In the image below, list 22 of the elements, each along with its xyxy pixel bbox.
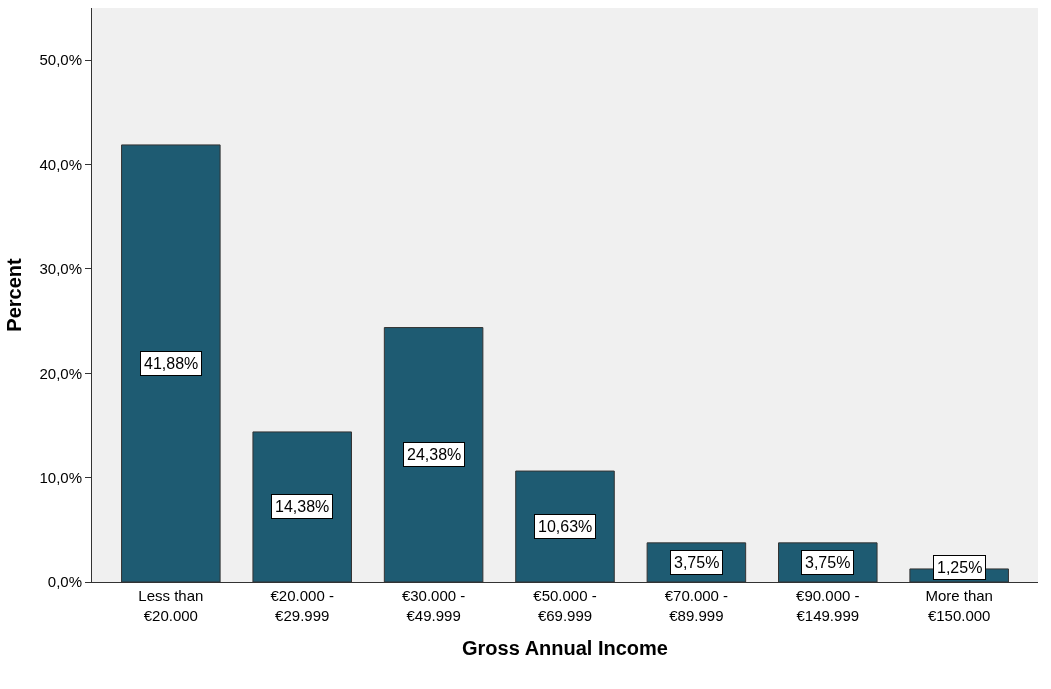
x-tick-label: €50.000 - €69.999 [533,587,597,624]
data-label: 3,75% [805,554,851,571]
data-label: 3,75% [674,554,720,571]
x-tick-label: Less than €20.000 [138,587,204,624]
y-tick-label: 10,0% [39,468,82,486]
y-axis-title: Percent [2,257,25,332]
data-label: 14,38% [275,498,330,515]
data-label: 41,88% [144,355,199,372]
y-tick-label: 30,0% [39,260,82,278]
x-tick-label: €20.000 - €29.999 [270,587,334,624]
y-tick-label: 0,0% [47,573,82,591]
x-tick-label: More than €150.000 [925,587,993,624]
data-label: 1,25% [937,559,983,576]
data-label: 10,63% [538,518,593,535]
x-tick-label: €90.000 - €149.999 [796,587,860,624]
y-tick-label: 20,0% [39,364,82,382]
x-tick-label: €30.000 - €49.999 [401,587,466,624]
x-axis-title: Gross Annual Income [462,637,668,659]
y-tick-label: 40,0% [39,155,82,173]
x-tick-label: €70.000 - €89.999 [664,587,729,624]
y-tick-label: 50,0% [39,51,82,69]
data-label: 24,38% [407,446,462,463]
